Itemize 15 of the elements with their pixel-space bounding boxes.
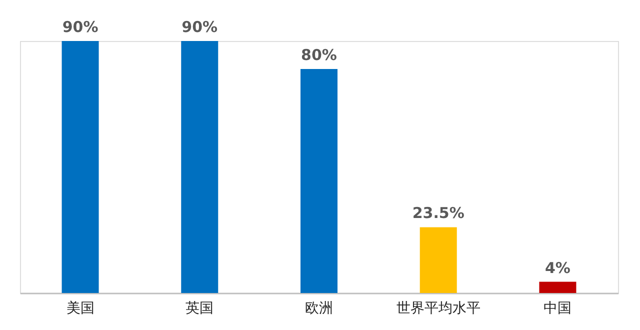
x-tick-label: 美国 [66, 300, 94, 316]
bar [300, 69, 338, 293]
x-tick-label: 中国 [544, 300, 572, 316]
data-label: 23.5% [412, 204, 464, 222]
data-label: 90% [62, 18, 98, 36]
data-label: 90% [182, 18, 218, 36]
bar [181, 41, 218, 293]
bar [539, 282, 576, 293]
x-tick-label: 欧洲 [305, 300, 333, 316]
data-label: 4% [544, 258, 570, 277]
x-tick-label: 英国 [186, 300, 214, 316]
bar [420, 227, 457, 293]
data-label: 80% [301, 46, 337, 64]
x-tick-label: 世界平均水平 [396, 300, 480, 316]
bar [62, 41, 99, 293]
